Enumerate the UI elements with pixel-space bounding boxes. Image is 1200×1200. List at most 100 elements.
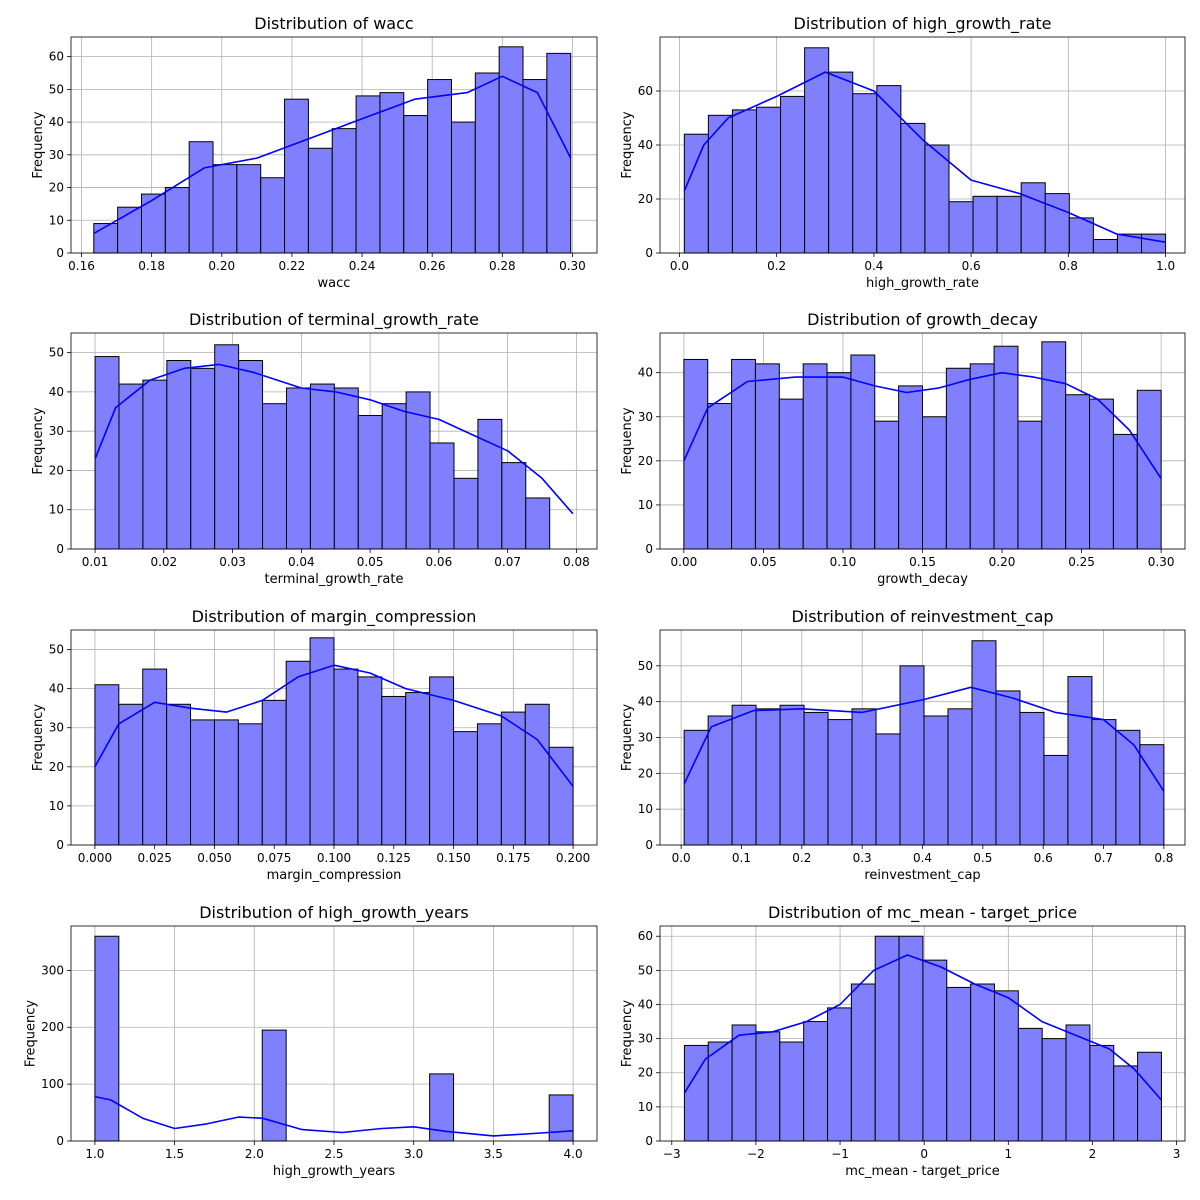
histogram-bar	[755, 1031, 781, 1142]
histogram-bar	[731, 109, 757, 254]
histogram-bar	[1043, 754, 1069, 846]
histogram-bar	[213, 719, 239, 846]
y-tick-label: 20	[49, 463, 64, 477]
histogram-bar	[1017, 420, 1043, 550]
y-tick-label: 40	[638, 366, 653, 380]
histogram-bar	[214, 344, 240, 550]
histogram-bar	[1113, 1065, 1139, 1142]
x-tick-label: 0.125	[377, 851, 411, 865]
histogram-bar	[118, 703, 144, 846]
axes-frame	[659, 925, 1186, 1142]
x-tick-label: 0.1	[732, 851, 751, 865]
x-tick-label: 0.6	[1034, 851, 1053, 865]
histogram-bar	[731, 358, 756, 550]
x-tick-label: 0.4	[913, 851, 932, 865]
histogram-bar	[94, 356, 120, 550]
x-tick-label: 0.200	[556, 851, 590, 865]
y-tick-label: 60	[638, 84, 653, 98]
histogram-bar	[474, 72, 500, 254]
histogram-bar	[450, 121, 476, 254]
x-tick-label: 0.20	[989, 555, 1016, 569]
y-tick-label: 0	[645, 542, 653, 556]
y-tick-label: 0	[56, 246, 64, 260]
y-axis-label: Frequency	[620, 704, 635, 771]
histogram-bar	[850, 983, 876, 1142]
x-tick-label: 0.3	[853, 851, 872, 865]
histogram-bar	[827, 719, 853, 846]
histogram-bar	[546, 52, 572, 254]
histogram-bar	[731, 704, 757, 846]
y-tick-label: 60	[49, 50, 64, 64]
x-tick-label: 0.8	[1059, 259, 1078, 273]
x-tick-label: 0.16	[68, 259, 95, 273]
histogram-bar	[1044, 193, 1070, 254]
y-tick-label: 20	[638, 1066, 653, 1080]
chart-title: Distribution of growth_decay	[807, 310, 1038, 330]
x-tick-label: 0.10	[830, 555, 857, 569]
y-tick-label: 30	[638, 410, 653, 424]
histogram-bar	[876, 85, 902, 254]
x-tick-label: 0.26	[419, 259, 446, 273]
histogram-bar	[212, 164, 238, 254]
kde-line	[683, 686, 1165, 792]
histogram-bar	[754, 363, 780, 550]
x-tick-label: 0.30	[1148, 555, 1175, 569]
chart-panel-6: 0.0 0.1 0.2 0.3 0.4 0.5 0.6 0.7 0.8 0 10 20 30 40 50 Di…	[620, 607, 1186, 883]
chart-panel-3: 0.01 0.02 0.03 0.04 0.05 0.06 0.07 0.08 0 10 20 30 4…	[31, 310, 598, 587]
y-axis-label: Frequency	[620, 111, 635, 178]
histogram-bar	[548, 746, 574, 846]
axes-frame	[70, 332, 598, 550]
x-axis-label: high_growth_years	[273, 1164, 396, 1179]
histogram-bar	[995, 690, 1021, 846]
x-tick-label: 0.150	[436, 851, 470, 865]
y-tick-label: 40	[638, 695, 653, 709]
histogram-bar	[969, 363, 995, 550]
chart-title: Distribution of terminal_growth_rate	[189, 310, 479, 330]
y-axis-label: Frequency	[31, 407, 46, 474]
y-axis-label: Frequency	[620, 1000, 635, 1067]
histogram-bar	[827, 1007, 852, 1142]
y-tick-label: 0	[56, 838, 64, 852]
histogram-bar	[948, 201, 974, 254]
histogram-bar	[498, 46, 524, 254]
histogram-bar	[429, 442, 455, 550]
y-tick-label: 50	[49, 346, 64, 360]
histogram-bar	[427, 79, 452, 254]
histogram-bar	[501, 462, 527, 550]
x-tick-label: 0.5	[973, 851, 992, 865]
x-tick-label: −3	[663, 1147, 681, 1161]
x-axis-label: high_growth_rate	[866, 276, 979, 291]
histogram-bar	[260, 177, 286, 254]
chart-title: Distribution of reinvestment_cap	[791, 607, 1053, 627]
y-tick-label: 0	[645, 1134, 653, 1148]
x-tick-label: 4.0	[564, 1147, 583, 1161]
x-tick-label: −2	[747, 1147, 765, 1161]
chart-title: Distribution of wacc	[254, 14, 413, 33]
y-tick-label: 50	[638, 963, 653, 977]
histogram-bar	[500, 711, 526, 846]
x-tick-label: 0.15	[909, 555, 936, 569]
histogram-bar	[261, 699, 287, 846]
chart-panel-7: 1.0 1.5 2.0 2.5 3.0 3.5 4.0 0 100 200 300 Distribut…	[24, 903, 598, 1179]
histogram-bar	[1020, 182, 1046, 254]
histogram-bar	[755, 708, 781, 846]
x-tick-label: 3.0	[404, 1147, 423, 1161]
histogram-bar	[707, 403, 733, 550]
x-tick-label: 0.07	[494, 555, 521, 569]
histogram-bar	[1112, 433, 1138, 550]
y-tick-label: 50	[638, 659, 653, 673]
histogram-bar	[190, 367, 216, 550]
y-tick-label: 10	[638, 498, 653, 512]
histogram-bar	[476, 723, 502, 846]
y-tick-label: 20	[49, 760, 64, 774]
x-tick-label: 0.2	[792, 851, 811, 865]
x-tick-label: 0.050	[197, 851, 231, 865]
y-tick-label: 20	[638, 766, 653, 780]
x-tick-label: 0.30	[559, 259, 586, 273]
histogram-bar	[922, 416, 947, 550]
histogram-bar	[1140, 233, 1167, 254]
chart-panel-5: 0.000 0.025 0.050 0.075 0.100 0.125 0.150 0.175…	[31, 607, 598, 883]
kde-line	[683, 371, 1162, 479]
